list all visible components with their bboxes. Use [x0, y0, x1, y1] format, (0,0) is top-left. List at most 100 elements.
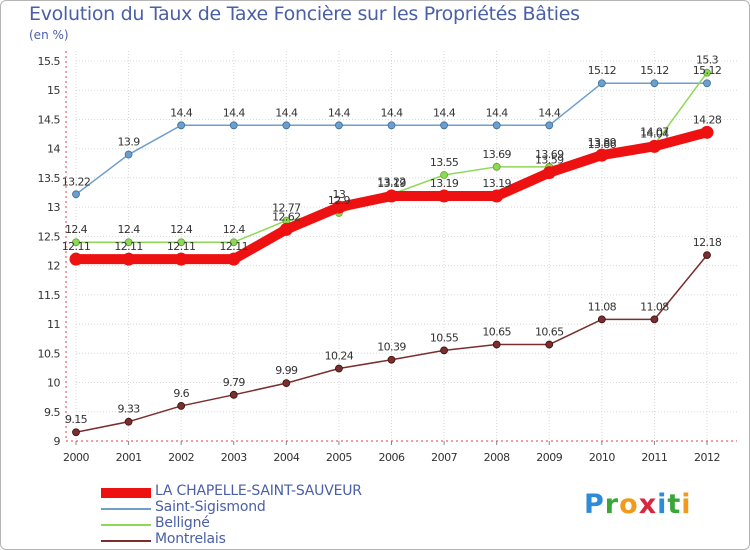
- data-label-belligne: 12.9: [328, 194, 351, 207]
- data-point-belligne: [440, 171, 448, 179]
- x-tick-label: 2008: [484, 451, 510, 464]
- data-point-saint-sigismond: [597, 79, 606, 88]
- x-tick-label: 2000: [63, 451, 89, 464]
- legend-swatch: [101, 508, 151, 510]
- data-label-saint-sigismond: 15.12: [693, 64, 722, 77]
- legend-swatch: [101, 524, 151, 526]
- data-point-saint-sigismond: [703, 79, 711, 88]
- logo-letter: o: [619, 489, 639, 520]
- data-point-la-chapelle-saint-sauveur: [69, 252, 83, 266]
- data-label-belligne: 15.3: [696, 54, 719, 67]
- data-point-montrelais: [650, 315, 659, 324]
- y-tick-label: 15.5: [38, 55, 61, 68]
- data-label-saint-sigismond: 14.4: [170, 106, 193, 119]
- data-point-belligne: [72, 238, 80, 247]
- data-point-montrelais: [124, 417, 133, 426]
- data-point-saint-sigismond: [492, 121, 501, 130]
- data-point-la-chapelle-saint-sauveur: [595, 148, 609, 162]
- y-tick-label: 11: [47, 318, 60, 331]
- data-label-saint-sigismond: 14.4: [328, 106, 351, 119]
- data-label-belligne: 12.4: [65, 223, 88, 236]
- y-tick-label: 14: [47, 143, 60, 156]
- data-label-la-chapelle-saint-sauveur: 12.11: [114, 240, 143, 253]
- data-point-la-chapelle-saint-sauveur: [490, 189, 504, 203]
- data-label-belligne: 13.69: [535, 148, 564, 161]
- data-label-saint-sigismond: 14.4: [433, 106, 456, 119]
- data-label-montrelais: 11.08: [640, 300, 669, 313]
- data-label-saint-sigismond: 14.4: [223, 106, 246, 119]
- x-tick-label: 2007: [431, 451, 457, 464]
- data-point-montrelais: [335, 364, 343, 373]
- data-label-la-chapelle-saint-sauveur: 13.19: [377, 177, 406, 190]
- data-label-la-chapelle-saint-sauveur: 13: [333, 188, 346, 201]
- data-point-la-chapelle-saint-sauveur: [332, 200, 346, 214]
- data-label-montrelais: 10.65: [535, 326, 564, 339]
- data-point-la-chapelle-saint-sauveur: [542, 166, 556, 180]
- data-point-saint-sigismond: [177, 121, 186, 130]
- data-point-saint-sigismond: [335, 121, 343, 130]
- legend-label: Montrelais: [155, 531, 226, 547]
- data-point-montrelais: [72, 428, 80, 437]
- data-label-belligne: 13.55: [430, 156, 459, 169]
- data-point-saint-sigismond: [72, 190, 80, 199]
- data-label-belligne: 13.69: [482, 148, 511, 161]
- data-label-la-chapelle-saint-sauveur: 13.59: [535, 154, 564, 167]
- data-label-montrelais: 10.39: [377, 341, 406, 354]
- data-label-la-chapelle-saint-sauveur: 12.11: [220, 240, 249, 253]
- data-point-la-chapelle-saint-sauveur: [227, 252, 241, 266]
- data-label-la-chapelle-saint-sauveur: 13.19: [482, 177, 511, 190]
- data-label-la-chapelle-saint-sauveur: 14.04: [640, 127, 669, 140]
- data-label-belligne: 13.86: [588, 138, 617, 151]
- data-point-saint-sigismond: [440, 121, 448, 130]
- chart-title: Evolution du Taux de Taxe Foncière sur l…: [29, 3, 580, 25]
- data-label-saint-sigismond: 13.9: [118, 136, 141, 149]
- y-tick-label: 11.5: [38, 289, 61, 302]
- data-label-montrelais: 9.6: [173, 387, 189, 400]
- data-point-saint-sigismond: [282, 121, 291, 130]
- y-tick-label: 10.5: [38, 347, 61, 360]
- logo-letter: i: [657, 489, 668, 520]
- data-point-montrelais: [703, 251, 711, 259]
- x-tick-label: 2012: [694, 451, 720, 464]
- data-point-saint-sigismond: [650, 79, 659, 88]
- proxiti-logo: Proxiti: [584, 489, 692, 520]
- data-label-belligne: 12.4: [223, 223, 246, 236]
- data-label-la-chapelle-saint-sauveur: 13.89: [588, 136, 617, 149]
- data-label-montrelais: 9.15: [65, 413, 88, 426]
- data-point-belligne: [124, 238, 133, 247]
- data-label-montrelais: 10.65: [482, 326, 511, 339]
- data-point-la-chapelle-saint-sauveur: [437, 189, 451, 203]
- data-label-montrelais: 10.24: [325, 350, 354, 363]
- data-point-saint-sigismond: [387, 121, 396, 130]
- legend-label: Belligné: [155, 515, 210, 531]
- data-point-saint-sigismond: [124, 150, 133, 159]
- data-label-belligne: 13.22: [377, 175, 406, 188]
- data-label-la-chapelle-saint-sauveur: 12.11: [167, 240, 196, 253]
- logo-letter: i: [681, 489, 692, 520]
- data-label-saint-sigismond: 14.4: [275, 106, 298, 119]
- logo-letter: x: [638, 489, 658, 520]
- data-point-montrelais: [492, 340, 501, 349]
- data-point-montrelais: [440, 346, 448, 355]
- data-point-la-chapelle-saint-sauveur: [647, 139, 661, 153]
- data-label-la-chapelle-saint-sauveur: 12.62: [272, 210, 301, 223]
- x-tick-label: 2002: [168, 451, 194, 464]
- y-tick-label: 12.5: [38, 230, 61, 243]
- data-label-belligne: 12.4: [118, 223, 141, 236]
- data-point-montrelais: [177, 402, 186, 410]
- data-label-saint-sigismond: 14.4: [486, 106, 509, 119]
- data-label-montrelais: 9.33: [118, 403, 141, 416]
- data-label-la-chapelle-saint-sauveur: 14.28: [693, 113, 722, 126]
- data-label-belligne: 12.77: [272, 202, 301, 215]
- data-point-saint-sigismond: [545, 121, 554, 130]
- legend-swatch: [101, 488, 151, 498]
- data-label-saint-sigismond: 14.4: [380, 106, 403, 119]
- x-tick-label: 2001: [116, 451, 142, 464]
- x-tick-label: 2011: [641, 451, 667, 464]
- data-label-montrelais: 12.18: [693, 236, 722, 249]
- y-tick-label: 12: [47, 260, 60, 273]
- y-tick-label: 13: [47, 201, 60, 214]
- y-tick-label: 9: [54, 435, 61, 448]
- x-tick-label: 2009: [536, 451, 562, 464]
